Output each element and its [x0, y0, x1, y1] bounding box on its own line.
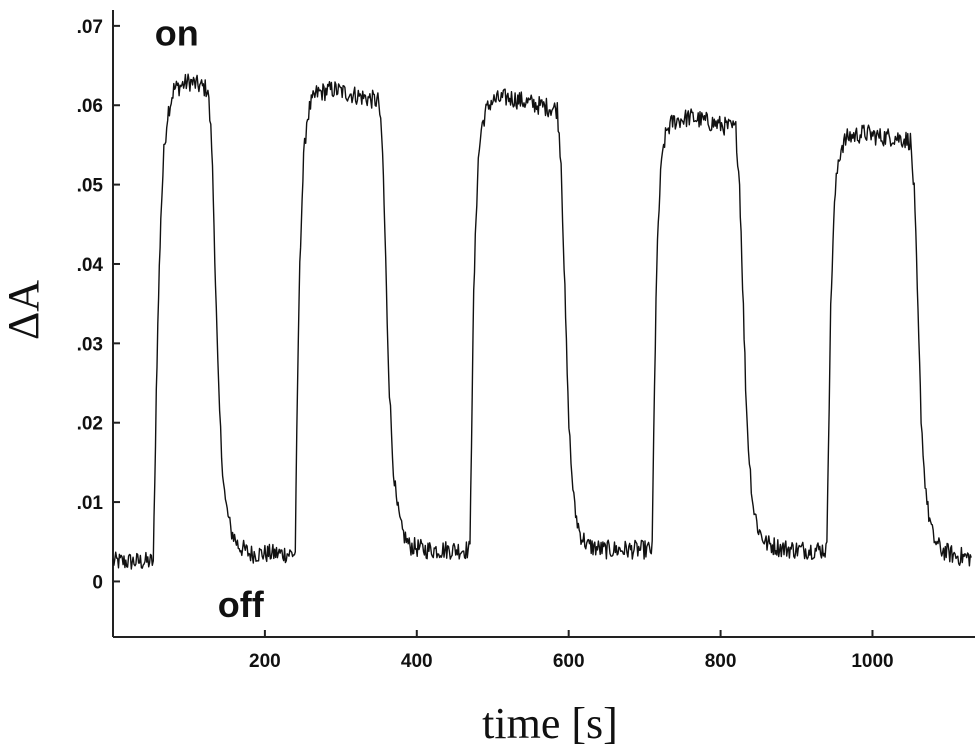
y-tick-label: .07	[77, 17, 103, 38]
y-tick-label: 0	[92, 572, 103, 593]
y-tick-label: .04	[77, 255, 104, 276]
x-tick-label: 800	[705, 651, 737, 672]
annotation-on: on	[155, 13, 199, 54]
annotations: on off	[155, 13, 265, 625]
y-tick-label: .05	[77, 176, 104, 197]
x-tick-label: 600	[553, 651, 585, 672]
x-tick-label: 200	[249, 651, 281, 672]
x-tick-label: 400	[401, 651, 433, 672]
y-tick-label: .01	[77, 493, 104, 514]
x-tick-label: 1000	[851, 651, 893, 672]
series	[112, 73, 972, 570]
y-axis-title: ΔA	[0, 280, 48, 340]
annotation-off: off	[218, 584, 265, 625]
ticks: 0 .01 .02 .03 .04 .05 .06 .07 200 400 600 800 1000	[77, 17, 894, 672]
axes	[112, 10, 975, 638]
x-axis-title: time [s]	[482, 699, 618, 748]
y-tick-label: .02	[77, 414, 103, 435]
series-line	[112, 73, 972, 570]
y-tick-label: .03	[77, 334, 103, 355]
y-tick-label: .06	[77, 96, 103, 117]
